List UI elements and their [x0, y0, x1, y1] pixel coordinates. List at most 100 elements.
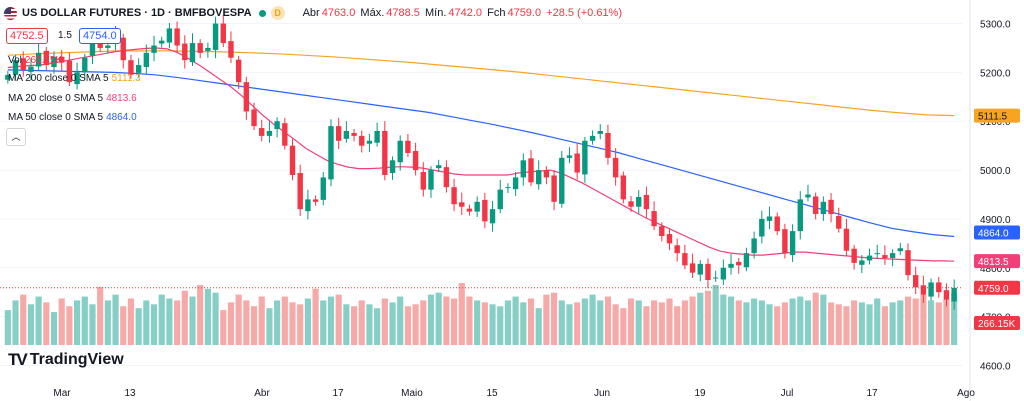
indicator-ma20[interactable]: MA 20 close 0 SMA 5 4813.6 — [8, 93, 137, 104]
open-label: Abr — [302, 7, 320, 19]
sell-button[interactable]: 4752.5 — [6, 28, 48, 44]
candle-body — [43, 50, 50, 66]
candle-body — [89, 38, 96, 56]
candle-body — [312, 199, 319, 202]
volume-bar — [389, 302, 396, 345]
volume-bars — [4, 283, 958, 345]
volume-bar — [358, 300, 365, 345]
volume-bar — [274, 300, 281, 345]
candle-body — [759, 218, 765, 237]
delayed-data-badge[interactable]: D — [270, 6, 285, 20]
candle-body — [382, 131, 388, 175]
volume-bar — [874, 298, 881, 345]
candle-body — [828, 199, 834, 215]
candle-body — [643, 194, 650, 210]
candle-body — [459, 202, 465, 207]
price-label-box — [974, 225, 1020, 240]
candle-body — [936, 282, 942, 293]
volume-bar — [404, 306, 411, 345]
volume-bar — [297, 304, 304, 345]
buy-button[interactable]: 4754.0 — [79, 28, 121, 44]
candle-body — [351, 132, 357, 136]
logo-text: TradingView — [29, 351, 124, 368]
candle-body — [689, 263, 696, 273]
chevron-up-icon[interactable]: ︿ — [6, 128, 26, 146]
volume-bar — [743, 302, 750, 345]
candle-body — [774, 216, 780, 232]
candle-body — [874, 253, 880, 255]
indicator-ma200[interactable]: MA 200 close 0 SMA 5 5111.3 — [8, 73, 141, 84]
candle-body — [159, 40, 165, 44]
candle-body — [282, 123, 288, 146]
spread-value: 1.5 — [58, 30, 72, 41]
indicator-volume[interactable]: Vol 266.15K — [8, 55, 62, 66]
price-label-box — [974, 280, 1020, 295]
candle-body — [320, 177, 326, 200]
volume-bar — [866, 304, 873, 345]
indicator-ma50[interactable]: MA 50 close 0 SMA 5 4864.0 — [8, 112, 137, 123]
candle-body — [443, 167, 450, 188]
volume-bar — [366, 304, 373, 345]
candle-body — [897, 248, 903, 252]
volume-bar — [281, 296, 288, 345]
candle-body — [836, 215, 842, 229]
volume-bar — [4, 310, 11, 345]
volume-bar — [658, 302, 665, 345]
volume-bar — [758, 300, 765, 345]
high-label: Máx. — [360, 7, 385, 19]
y-tick-label: 5200.0 — [980, 68, 1011, 79]
volume-bar — [20, 294, 27, 345]
volume-bar — [135, 308, 142, 345]
x-tick-label: Abr — [254, 388, 270, 399]
volume-bar — [920, 294, 927, 345]
volume-bar — [327, 296, 335, 345]
candlesticks — [0, 15, 962, 310]
candle-body — [905, 250, 911, 276]
symbol-title[interactable]: US DOLLAR FUTURES · 1D · BMFBOVESPA — [22, 7, 252, 19]
x-tick-label: 19 — [694, 388, 706, 399]
volume-bar — [904, 296, 912, 345]
volume-bar — [397, 296, 404, 345]
indicator-label: MA 50 close 0 SMA 5 — [8, 112, 104, 123]
candle-body — [174, 28, 180, 46]
volume-bar — [181, 290, 188, 345]
volume-bar — [581, 298, 588, 345]
candle-body — [797, 199, 803, 232]
volume-bar — [150, 304, 158, 345]
volume-bar — [827, 302, 835, 345]
volume-bar — [604, 296, 612, 345]
price-label-box — [974, 316, 1020, 330]
volume-bar — [81, 296, 88, 345]
candle-body — [912, 275, 919, 288]
volume-bar — [112, 294, 119, 345]
candle-body — [505, 187, 511, 189]
candle-body — [74, 72, 80, 85]
x-tick-label: 17 — [866, 388, 878, 399]
candle-body — [705, 263, 711, 280]
candle-body — [805, 194, 811, 198]
candle-body — [543, 170, 550, 178]
volume-bar — [843, 306, 850, 345]
candle-body — [920, 285, 927, 295]
price-axis: 4600.04700.04800.04900.05000.05100.05200… — [969, 0, 1020, 401]
volume-bar — [220, 310, 227, 345]
volume-bar — [166, 298, 173, 345]
candle-body — [212, 23, 219, 50]
price-label-text: 4864.0 — [978, 229, 1009, 240]
volume-bar — [689, 296, 696, 345]
volume-bar — [27, 304, 35, 345]
volume-bar — [881, 306, 888, 345]
candle-body — [82, 57, 88, 73]
volume-bar — [727, 296, 735, 345]
volume-bar — [627, 298, 635, 345]
candle-body — [889, 253, 896, 258]
indicator-value: 5111.3 — [111, 73, 141, 84]
candle-body — [197, 43, 203, 53]
x-tick-label: Ago — [957, 388, 975, 399]
volume-bar — [681, 300, 688, 345]
volume-bar — [258, 296, 265, 345]
candle-body — [343, 131, 350, 139]
candle-body — [251, 109, 257, 127]
volume-bar — [474, 300, 481, 345]
